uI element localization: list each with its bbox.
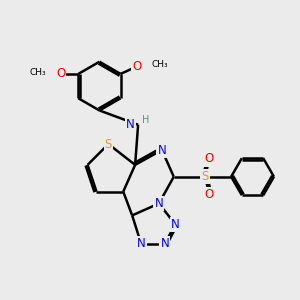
Text: N: N	[171, 218, 180, 231]
Text: N: N	[158, 143, 166, 157]
Text: O: O	[205, 152, 214, 165]
Text: N: N	[137, 237, 146, 250]
Text: S: S	[201, 170, 209, 183]
Text: N: N	[154, 197, 163, 210]
Text: N: N	[126, 118, 135, 131]
Text: N: N	[160, 237, 169, 250]
Text: H: H	[142, 115, 149, 125]
Text: O: O	[56, 68, 65, 80]
Text: O: O	[132, 60, 142, 73]
Text: S: S	[105, 138, 112, 151]
Text: CH₃: CH₃	[152, 61, 168, 70]
Text: O: O	[205, 188, 214, 201]
Text: CH₃: CH₃	[29, 68, 46, 77]
